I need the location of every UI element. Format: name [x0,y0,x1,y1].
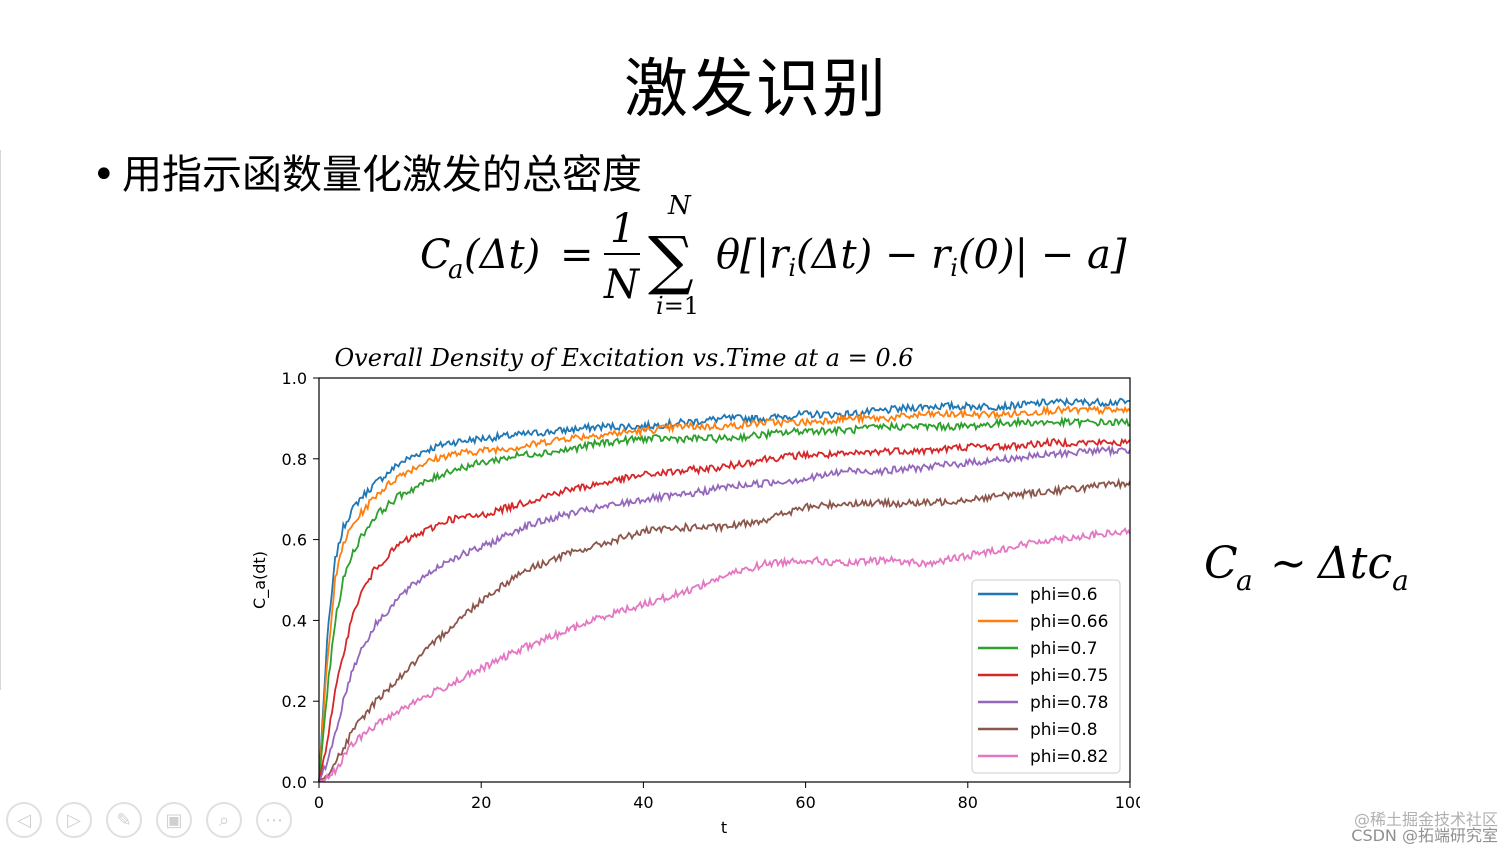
plot-lines [318,396,1131,783]
arrow-right-icon: ▷ [67,809,81,831]
x-tick-label: 80 [958,793,978,812]
scaling-formula: C a ∼ Δtca [1200,530,1430,611]
legend-box [971,579,1121,774]
svg-text:θ[|ri(Δt) − ri(0)| − a]: θ[|ri(Δt) − ri(0)| − a] [716,232,1127,282]
x-tick-label: 100 [1115,793,1140,812]
slide-left-edge [0,150,1,690]
legend-label: phi=0.78 [1030,693,1108,713]
series-line-phi-0-75 [318,436,1131,783]
slideshow-nav: ◁ ▷ ✎ ▣ ⌕ ⋯ [6,802,292,838]
series-line-phi-0-6 [318,396,1131,783]
legend-label: phi=0.75 [1030,666,1108,686]
series-line-phi-0-82 [318,527,1131,783]
bullet-dot: • [92,152,116,198]
svg-text:C: C [420,232,451,278]
slide-title: 激发识别 [624,53,888,127]
x-tick-label: 40 [633,793,653,812]
svg-text:a: a [448,255,464,285]
watermark-csdn: CSDN @拓端研究室 [1351,826,1498,845]
svg-text:C: C [1204,538,1238,589]
legend-label: phi=0.82 [1030,747,1108,767]
density-formula: C a (Δt) = 1 N N ∑ i=1 θ[|ri(Δt) − ri(0)… [420,190,1127,324]
bullet-text: 用指示函数量化激发的总密度 [122,152,642,198]
arrow-left-icon: ◁ [17,809,31,831]
legend-label: phi=0.6 [1030,585,1098,605]
next-slide-button[interactable]: ▷ [56,802,92,838]
more-options-button[interactable]: ⋯ [256,802,292,838]
y-tick-label: 1.0 [282,369,307,388]
svg-text:(Δt): (Δt) [464,232,540,278]
excitation-density-chart: 0 20 40 60 80 100 0.0 0.2 0.4 0.6 0.8 1.0 Overall D… [250,344,1140,837]
x-tick-label: 20 [471,793,491,812]
x-tick-label: 60 [795,793,815,812]
pen-tool-button[interactable]: ✎ [106,802,142,838]
svg-text:N: N [667,191,692,221]
watermark-juejin: @稀土掘金技术社区 [1353,810,1498,829]
scaling-formula-svg: C a ∼ Δtca [1204,538,1409,597]
y-axis-label: C_a(dt) [250,551,270,609]
pen-icon: ✎ [116,809,132,831]
y-tick-label: 0.4 [282,611,307,630]
x-tick-label: 0 [314,793,324,812]
svg-text:Δtca: Δtca [1316,538,1409,597]
series-line-phi-0-7 [318,415,1131,783]
prev-slide-button[interactable]: ◁ [6,802,42,838]
y-tick-label: 0.0 [282,773,307,792]
axis-ticks: 0 20 40 60 80 100 0.0 0.2 0.4 0.6 0.8 1.0 [282,369,1140,812]
slides-icon: ▣ [165,809,183,831]
magnifier-icon: ⌕ [218,809,230,831]
svg-text:i=1: i=1 [656,292,699,320]
svg-text:N: N [603,262,641,308]
zoom-button[interactable]: ⌕ [206,802,242,838]
series-line-phi-0-78 [318,444,1131,783]
bullet-point: • 用指示函数量化激发的总密度 [92,142,642,200]
svg-text:=: = [560,232,594,278]
legend-label: phi=0.8 [1030,720,1098,740]
svg-text:a: a [1236,564,1253,597]
x-axis-label: t [721,818,727,837]
legend-label: phi=0.66 [1030,612,1108,632]
series-line-phi-0-66 [318,404,1131,783]
chart-title: Overall Density of Excitation vs.Time at… [334,344,913,372]
svg-text:1: 1 [610,206,635,252]
legend-label: phi=0.7 [1030,639,1098,659]
y-tick-label: 0.8 [282,450,307,469]
y-tick-label: 0.2 [282,692,307,711]
ellipsis-icon: ⋯ [265,809,283,831]
y-tick-label: 0.6 [282,531,307,550]
density-formula-svg: C a (Δt) = 1 N N ∑ i=1 θ[|ri(Δt) − ri(0)… [420,191,1127,320]
svg-text:∼: ∼ [1270,538,1307,589]
slide-sorter-button[interactable]: ▣ [156,802,192,838]
plot-frame [318,377,1131,783]
chart-legend: phi=0.6 phi=0.66 phi=0.7 phi=0.75 phi=0.78 ph… [971,579,1121,774]
svg-text:∑: ∑ [648,224,694,298]
series-line-phi-0-8 [318,477,1131,783]
